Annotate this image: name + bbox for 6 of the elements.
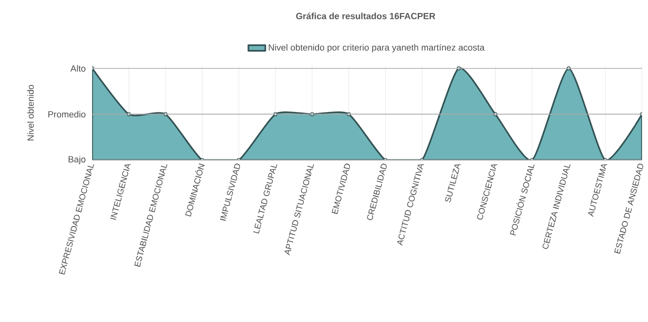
ref-line-label: Alto — [70, 65, 86, 72]
ref-line-label: Bajo — [68, 156, 86, 164]
chart-title: Gráfica de resultados 16FACPER — [296, 12, 436, 20]
y-axis-title: Nivel obtenido — [27, 84, 34, 140]
ref-line-label: Promedio — [48, 110, 86, 118]
legend-label: Nivel obtenido por criterio para yaneth martínez acosta — [268, 44, 485, 52]
